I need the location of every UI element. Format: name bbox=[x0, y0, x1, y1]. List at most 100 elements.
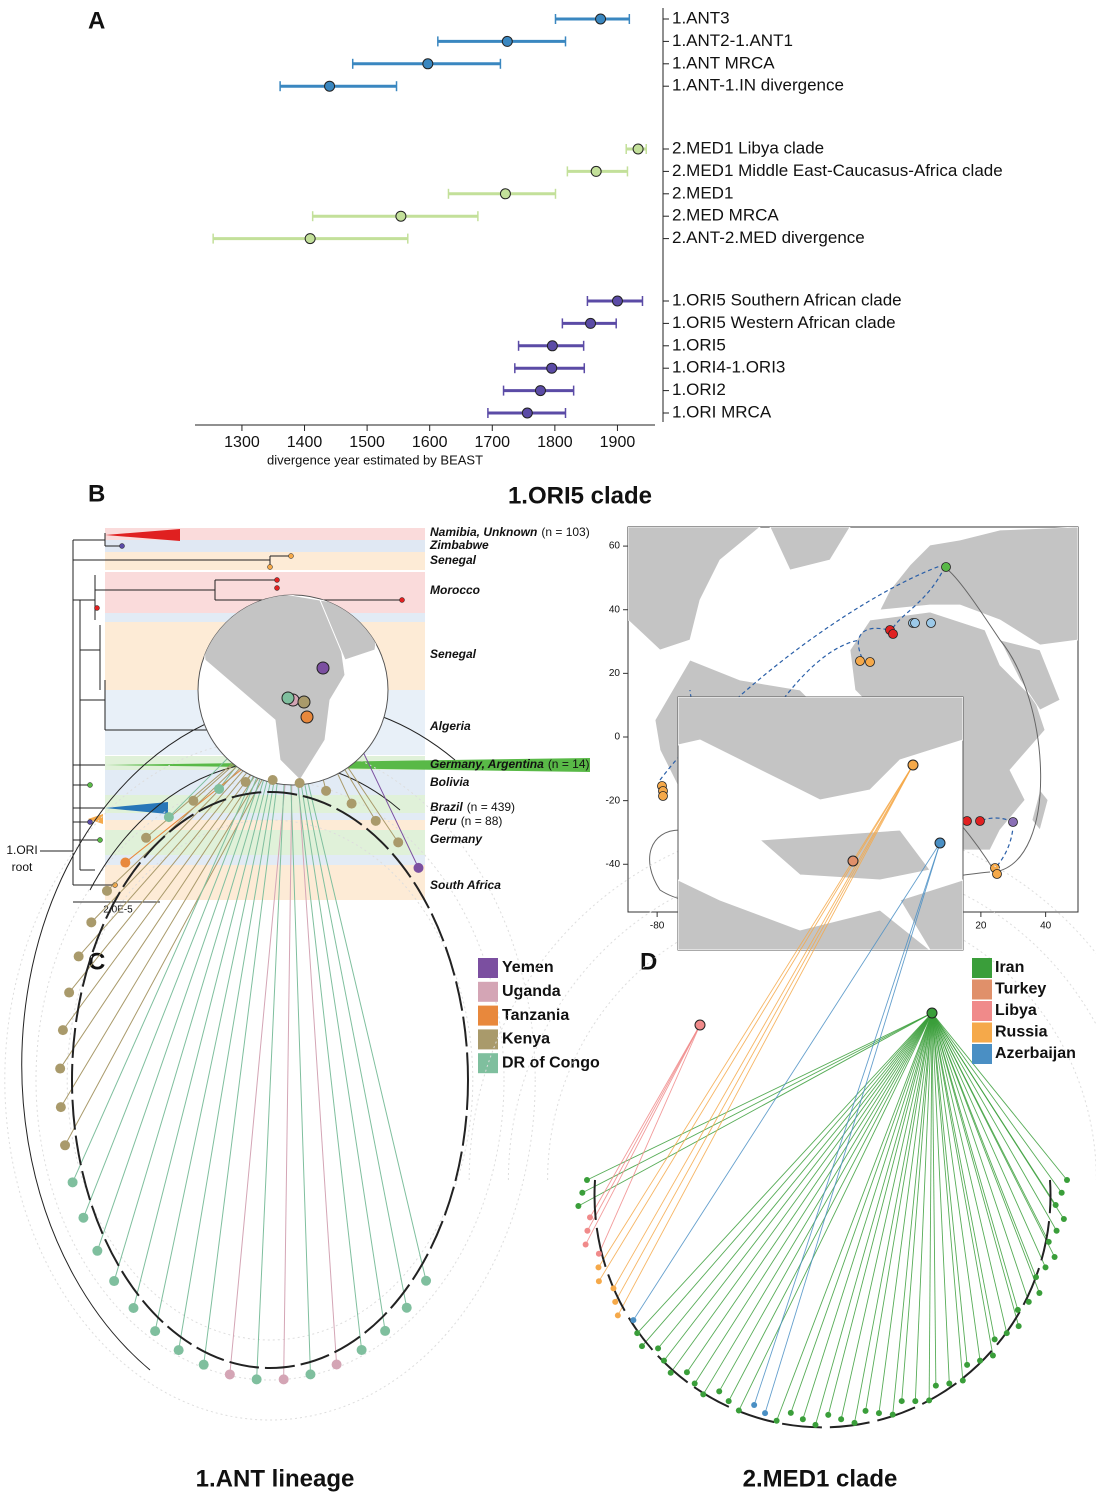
tip-link bbox=[901, 1012, 933, 1402]
tip-point bbox=[64, 987, 75, 998]
tip-point bbox=[119, 543, 125, 549]
x-tick-label: 1800 bbox=[537, 434, 573, 451]
location-point bbox=[281, 691, 295, 705]
tip-point bbox=[305, 1369, 316, 1380]
x-tick-label: 1500 bbox=[349, 434, 385, 451]
tip-point bbox=[851, 1419, 858, 1426]
tip-point bbox=[787, 1409, 794, 1416]
landmass bbox=[628, 527, 761, 651]
x-tick-label: 40 bbox=[1040, 921, 1052, 932]
legend-label: Kenya bbox=[502, 1031, 550, 1048]
tip-link bbox=[617, 764, 914, 1316]
tip-link bbox=[72, 697, 289, 1183]
tip-point bbox=[1060, 1215, 1067, 1222]
tip-point bbox=[331, 1359, 342, 1370]
tip-point bbox=[812, 1421, 819, 1428]
panel-label: A bbox=[88, 7, 105, 34]
tip-name: South Africa bbox=[430, 878, 501, 892]
tip-point bbox=[1053, 1227, 1060, 1234]
tip-label: Peru (n = 88) bbox=[430, 814, 502, 828]
category-label: 1.ANT-1.IN divergence bbox=[672, 76, 844, 95]
tip-link bbox=[694, 1012, 933, 1384]
tip-name: Namibia, Unknown bbox=[430, 525, 537, 539]
location-point bbox=[941, 562, 951, 572]
x-tick-label: 1300 bbox=[224, 434, 260, 451]
route-line bbox=[947, 569, 1042, 873]
location-point bbox=[1008, 817, 1018, 827]
landmass bbox=[999, 639, 1061, 711]
tip-point bbox=[875, 1410, 882, 1417]
tip-link bbox=[585, 1024, 701, 1245]
tip-link bbox=[287, 697, 386, 1331]
legend-label: Iran bbox=[995, 959, 1024, 976]
legend-label: Yemen bbox=[502, 959, 554, 976]
tip-point bbox=[128, 1302, 139, 1313]
tip-point bbox=[321, 785, 332, 796]
tip-link bbox=[790, 1012, 933, 1414]
y-tick-label: 40 bbox=[609, 604, 621, 615]
tip-point bbox=[1015, 1323, 1022, 1330]
tip-link bbox=[256, 697, 289, 1380]
location-point bbox=[926, 1007, 938, 1019]
landmass bbox=[769, 527, 851, 571]
tip-name: Germany bbox=[430, 832, 483, 846]
x-tick-label: 1400 bbox=[287, 434, 323, 451]
tip-point bbox=[959, 1377, 966, 1384]
location-point bbox=[975, 816, 985, 826]
tip-point bbox=[773, 1417, 780, 1424]
tip-name: Peru bbox=[430, 814, 457, 828]
tip-link bbox=[614, 764, 914, 1303]
location-point bbox=[992, 869, 1002, 879]
legend-label: Azerbaijan bbox=[995, 1045, 1076, 1062]
tip-point bbox=[825, 1411, 832, 1418]
tip-point bbox=[380, 1325, 391, 1336]
tip-point bbox=[898, 1398, 905, 1405]
clade-arc bbox=[89, 760, 401, 891]
y-tick-label: 0 bbox=[614, 732, 620, 743]
landmass bbox=[879, 527, 1078, 646]
tip-link bbox=[641, 1012, 933, 1347]
category-label: 1.ORI2 bbox=[672, 380, 726, 399]
tip-name: Senegal bbox=[430, 647, 477, 661]
tip-link bbox=[587, 1024, 701, 1231]
tip-point bbox=[1003, 1330, 1010, 1337]
scale-label: 2.0E-5 bbox=[103, 905, 133, 916]
tip-link bbox=[931, 1012, 937, 1386]
tip-point bbox=[92, 1245, 103, 1256]
tip-link bbox=[928, 1012, 933, 1401]
tip-point bbox=[575, 1203, 582, 1210]
tip-name: Germany, Argentina bbox=[430, 757, 544, 771]
tip-point bbox=[1032, 1274, 1039, 1281]
clade-band bbox=[105, 813, 425, 820]
clade-band bbox=[105, 820, 425, 830]
tip-link bbox=[702, 1012, 933, 1395]
tip-link bbox=[931, 1012, 1050, 1243]
tip-point bbox=[274, 585, 280, 591]
tip-point bbox=[198, 1359, 209, 1370]
tip-point bbox=[1052, 1201, 1059, 1208]
tip-name: Senegal bbox=[430, 553, 477, 567]
category-label: 2.MED MRCA bbox=[672, 206, 779, 225]
tip-link bbox=[931, 1012, 1057, 1206]
tip-point bbox=[393, 837, 404, 848]
tip-link bbox=[133, 697, 289, 1309]
tip-link bbox=[632, 842, 941, 1321]
category-label: 1.ORI5 Western African clade bbox=[672, 313, 896, 332]
tip-point bbox=[401, 1302, 412, 1313]
tip-point bbox=[584, 1177, 590, 1183]
tree-backbone bbox=[71, 791, 469, 1369]
legend-swatch bbox=[478, 958, 498, 978]
tip-point bbox=[989, 1352, 996, 1359]
tip-link bbox=[931, 1012, 1030, 1302]
landmass bbox=[678, 697, 963, 801]
category-label: 1.ORI5 bbox=[672, 335, 726, 354]
tip-point bbox=[889, 1411, 896, 1418]
tip-link bbox=[728, 1012, 933, 1402]
category-label: 1.ORI MRCA bbox=[672, 402, 772, 421]
tip-point bbox=[1045, 1238, 1052, 1245]
tip-link bbox=[931, 1012, 1019, 1311]
root-label: 1.ORI bbox=[6, 843, 37, 857]
tip-point bbox=[1064, 1177, 1070, 1183]
panel-label: D bbox=[640, 948, 657, 975]
tip-link bbox=[914, 1012, 933, 1402]
